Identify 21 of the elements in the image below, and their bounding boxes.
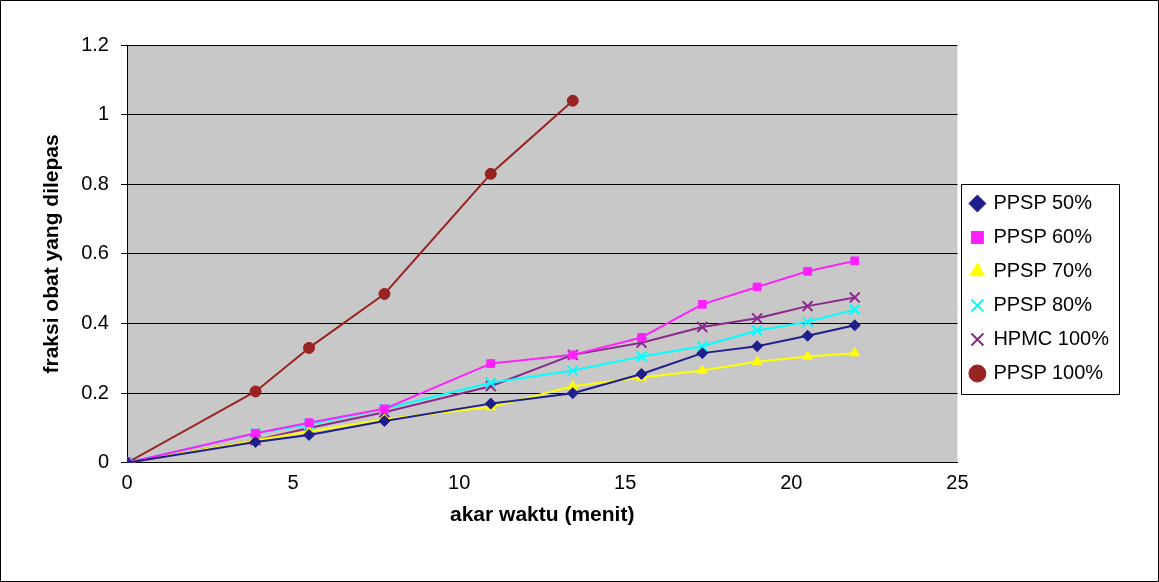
x-tick-label: 0 (121, 471, 133, 494)
y-tick-label: 0.2 (81, 380, 109, 403)
legend-label: HPMC 100% (993, 327, 1110, 350)
legend-label: PPSP 50% (993, 191, 1093, 214)
legend-label: PPSP 80% (993, 293, 1093, 316)
x-tick-label: 25 (946, 471, 969, 494)
y-tick-label: 0.6 (81, 241, 109, 264)
x-tick-label: 10 (448, 471, 471, 494)
legend-label: PPSP 70% (993, 259, 1093, 282)
legend-label: PPSP 100% (993, 361, 1104, 384)
y-tick-label: 1.2 (81, 32, 109, 55)
y-tick-label: 0.8 (81, 171, 109, 194)
y-tick-label: 0.4 (81, 311, 109, 334)
y-tick-label: 1 (97, 102, 109, 125)
x-tick-label: 5 (287, 471, 299, 494)
y-tick-label: 0 (97, 450, 109, 473)
legend-label: PPSP 60% (993, 225, 1093, 248)
x-tick-label: 20 (780, 471, 803, 494)
x-axis-title: akar waktu (menit) (450, 502, 635, 526)
y-axis-title: fraksi obat yang dilepas (39, 134, 63, 374)
x-tick-label: 15 (614, 471, 637, 494)
